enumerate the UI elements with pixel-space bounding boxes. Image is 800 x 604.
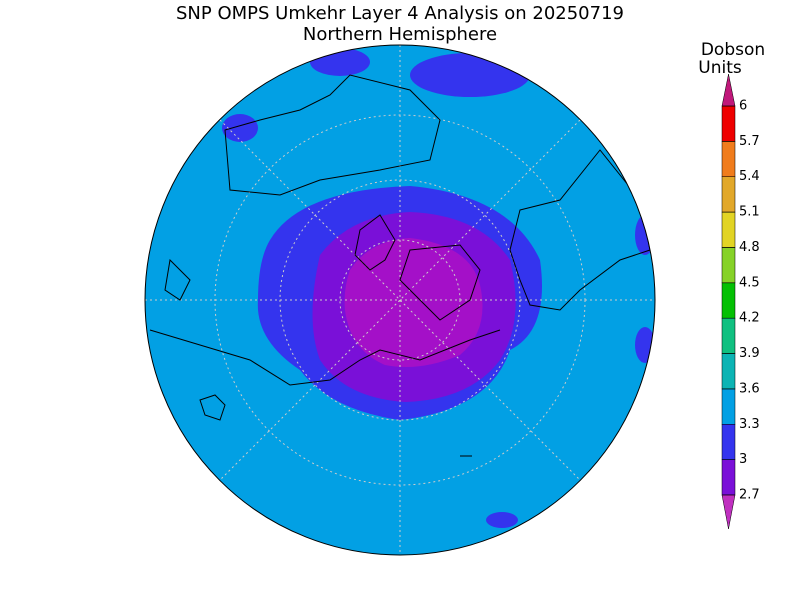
colorbar-tick-label: 4.2 <box>739 311 760 326</box>
colorbar-tick-label: 3.9 <box>739 346 760 361</box>
colorbar-segment <box>721 141 736 177</box>
colorbar-extend <box>721 73 736 107</box>
colorbar-tick-label: 5.1 <box>739 205 760 220</box>
colorbar-segment <box>721 353 736 390</box>
colorbar-tick-label: 4.8 <box>739 240 760 255</box>
colorbar-segment <box>721 424 736 460</box>
colorbar-tick-label: 3 <box>739 452 747 467</box>
contour <box>635 215 655 255</box>
colorbar-tick-label: 5.4 <box>739 169 760 184</box>
contour <box>410 53 530 97</box>
contour <box>635 327 655 363</box>
contour <box>486 512 518 528</box>
colorbar-label: Units <box>698 58 742 78</box>
colorbar-segment <box>721 211 736 248</box>
colorbar-segment <box>721 388 736 425</box>
colorbar-tick-label: 3.6 <box>739 381 760 396</box>
colorbar-segment <box>721 105 736 142</box>
colorbar-tick-label: 3.3 <box>739 417 760 432</box>
title: SNP OMPS Umkehr Layer 4 Analysis on 2025… <box>176 3 624 24</box>
colorbar-tick-label: 4.5 <box>739 275 760 290</box>
colorbar: 2.7 3 3.3 3.6 3.9 4.2 4.5 4.8 5.1 5.4 5.7 6 <box>721 73 760 530</box>
map <box>145 45 655 555</box>
contour <box>344 238 483 368</box>
colorbar-segment <box>721 317 736 354</box>
colorbar-tick-label: 5.7 <box>739 134 760 149</box>
colorbar-tick-label: 6 <box>739 99 747 114</box>
contour <box>222 114 258 142</box>
colorbar-segment <box>721 459 736 496</box>
colorbar-segment <box>721 176 736 213</box>
map-border <box>144 44 656 556</box>
subtitle: Northern Hemisphere <box>303 24 497 45</box>
colorbar-segment <box>721 282 736 319</box>
colorbar-tick-label: 2.7 <box>739 488 760 503</box>
colorbar-extend <box>721 494 736 530</box>
colorbar-label: Dobson <box>701 40 765 60</box>
coastlines <box>149 74 651 457</box>
colorbar-segment <box>721 247 736 284</box>
